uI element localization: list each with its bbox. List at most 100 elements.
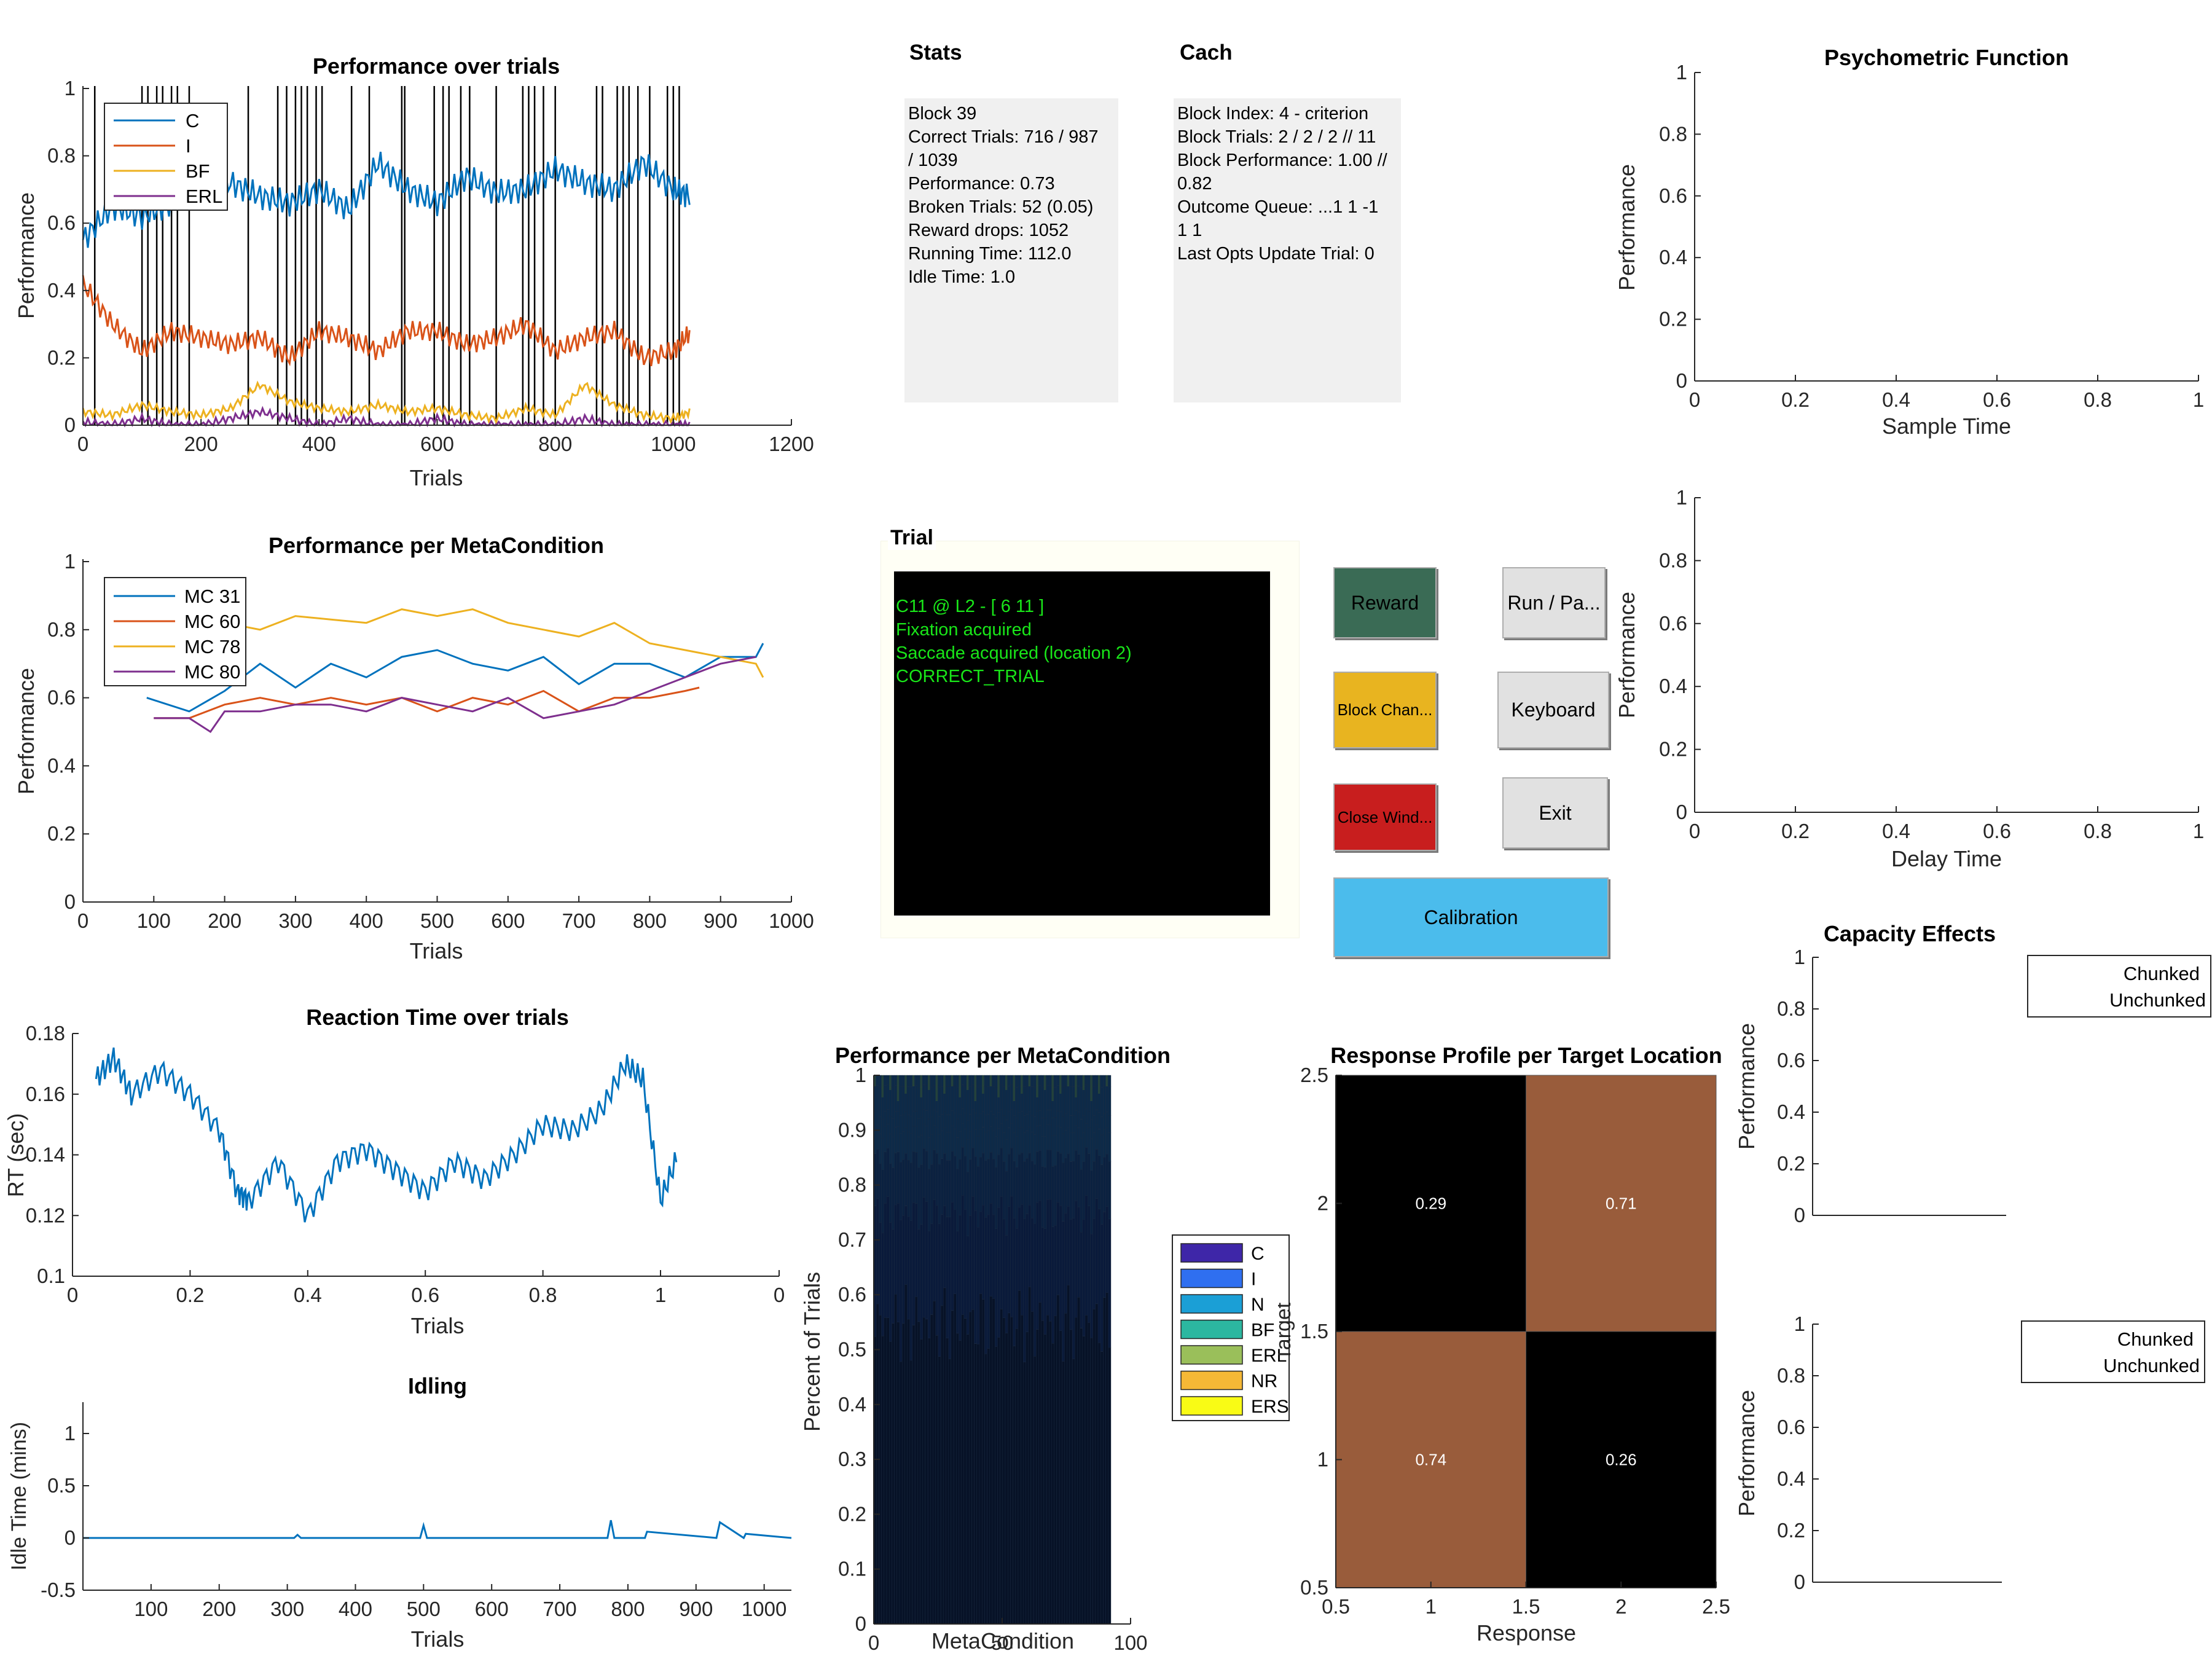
- bar-segment-C: [1005, 1333, 1008, 1625]
- bar-segment-BF: [938, 1134, 941, 1165]
- bar-segment-C: [899, 1361, 903, 1625]
- bar-segment-N: [881, 1169, 885, 1233]
- bar-segment-N: [1062, 1163, 1065, 1222]
- bar-segment-ERS: [907, 1075, 910, 1087]
- bar-segment-ERL: [907, 1115, 910, 1132]
- bar-segment-I: [987, 1214, 990, 1349]
- capacity-title: Capacity Effects: [1824, 921, 1996, 946]
- bar-segment-I: [1028, 1205, 1032, 1287]
- legend-label: ERS: [1251, 1397, 1289, 1417]
- bar-segment-N: [1008, 1153, 1011, 1207]
- bar-segment-BF: [969, 1131, 972, 1159]
- bar-segment-I: [963, 1209, 967, 1319]
- run-pause-button[interactable]: Run / Pa...: [1502, 567, 1606, 638]
- psy-sample-xtick-label: 0.6: [1983, 388, 2011, 411]
- calibration-button[interactable]: Calibration: [1333, 877, 1609, 957]
- block-change-button[interactable]: Block Chan...: [1333, 672, 1437, 748]
- bar-segment-I: [1095, 1198, 1099, 1304]
- perf-meta-ytick-label: 0.8: [47, 618, 76, 641]
- psy-delay-ylabel: Performance: [1614, 592, 1639, 718]
- bar-segment-C: [892, 1323, 895, 1625]
- bar-segment-N: [1036, 1151, 1039, 1203]
- bar-segment-BF: [912, 1126, 916, 1152]
- bar-segment-C: [946, 1338, 949, 1625]
- bar-segment-C: [1049, 1321, 1052, 1625]
- bar-top-segment: [989, 1075, 992, 1086]
- bar-meta-xlabel: MetaCondition: [931, 1628, 1074, 1653]
- series-line-ERL: [82, 406, 691, 428]
- bar-segment-BF: [1105, 1128, 1109, 1155]
- idle-xtick-label: 600: [475, 1598, 509, 1620]
- bar-segment-NR: [1010, 1084, 1013, 1110]
- bar-segment-I: [976, 1227, 980, 1344]
- bar-segment-BF: [1108, 1132, 1112, 1162]
- close-window-button[interactable]: Close Wind...: [1333, 783, 1437, 851]
- rt-ytick-label: 0.14: [26, 1143, 65, 1166]
- keyboard-button[interactable]: Keyboard: [1497, 672, 1609, 748]
- bar-segment-I: [969, 1215, 972, 1312]
- bar-segment-NR: [953, 1086, 957, 1113]
- heatmap-cell-label: 0.74: [1415, 1451, 1446, 1469]
- bar-segment-C: [912, 1325, 916, 1625]
- bar-segment-C: [956, 1333, 959, 1625]
- bar-segment-I: [1067, 1206, 1070, 1285]
- bar-segment-NR: [940, 1086, 944, 1115]
- perf-trials-title: Performance over trials: [313, 53, 560, 79]
- perf-trials-xtick-label: 200: [184, 433, 218, 455]
- bar-segment-I: [1097, 1209, 1101, 1343]
- bar-segment-BF: [1062, 1133, 1065, 1163]
- rt-ytick-label: 0.1: [37, 1265, 65, 1287]
- bar-segment-I: [907, 1216, 910, 1320]
- bar-segment-N: [946, 1160, 949, 1217]
- reward-button[interactable]: Reward: [1333, 567, 1437, 638]
- bar-top-segment: [967, 1075, 969, 1090]
- bar-segment-N: [989, 1151, 993, 1204]
- perf-meta-xtick-label: 600: [491, 909, 525, 932]
- bar-top-segment: [1059, 1075, 1062, 1094]
- bar-top-segment: [974, 1075, 976, 1101]
- bar-segment-C: [876, 1303, 879, 1625]
- perf-trials-xtick-label: 400: [302, 433, 336, 455]
- trial-line: CORRECT_TRIAL: [896, 667, 1045, 686]
- bar-top-segment: [1043, 1075, 1046, 1090]
- bar-segment-ERL: [1043, 1118, 1047, 1137]
- bar-segment-N: [907, 1159, 910, 1217]
- capacity-1-ytick-label: 0.6: [1777, 1049, 1805, 1072]
- heatmap-xtick-label: 2: [1615, 1595, 1626, 1618]
- bar-segment-C: [997, 1337, 1000, 1625]
- bar-segment-BF: [1046, 1124, 1049, 1150]
- bar-segment-BF: [1023, 1132, 1026, 1162]
- bar-segment-BF: [961, 1123, 965, 1148]
- bar-segment-N: [884, 1151, 887, 1204]
- exit-button[interactable]: Exit: [1502, 777, 1608, 849]
- bar-segment-BF: [920, 1134, 923, 1165]
- bar-segment-BF: [963, 1129, 967, 1156]
- bar-segment-ERL: [1018, 1112, 1021, 1129]
- bar-segment-NR: [984, 1086, 987, 1115]
- stats-box: Block 39 Correct Trials: 716 / 987 / 1039 P…: [904, 98, 1118, 402]
- bar-segment-I: [1064, 1213, 1067, 1314]
- bar-segment-I: [940, 1214, 944, 1306]
- bar-segment-BF: [1069, 1132, 1073, 1162]
- bar-top-segment: [874, 1075, 876, 1086]
- bar-segment-BF: [953, 1129, 957, 1156]
- bar-segment-NR: [1095, 1084, 1099, 1110]
- bar-segment-C: [1026, 1332, 1029, 1625]
- bar-segment-I: [989, 1203, 993, 1297]
- rt-ytick-label: 0.18: [26, 1022, 65, 1045]
- bar-segment-ERL: [879, 1116, 882, 1135]
- bar-segment-NR: [976, 1087, 980, 1118]
- trial-line: Saccade acquired (location 2): [896, 643, 1132, 663]
- psy-delay-xtick-label: 0.6: [1983, 820, 2011, 842]
- bar-segment-I: [1080, 1232, 1083, 1328]
- bar-segment-ERL: [894, 1111, 898, 1128]
- bar-segment-N: [1051, 1166, 1054, 1228]
- bar-segment-C: [1046, 1314, 1049, 1625]
- idle-ytick-label: 0.5: [47, 1474, 76, 1497]
- bar-segment-I: [904, 1206, 908, 1285]
- legend-swatch: [1180, 1268, 1243, 1288]
- bar-segment-ERL: [912, 1110, 916, 1127]
- bar-segment-N: [956, 1168, 959, 1231]
- bar-segment-N: [886, 1148, 890, 1197]
- bar-segment-BF: [1077, 1128, 1080, 1155]
